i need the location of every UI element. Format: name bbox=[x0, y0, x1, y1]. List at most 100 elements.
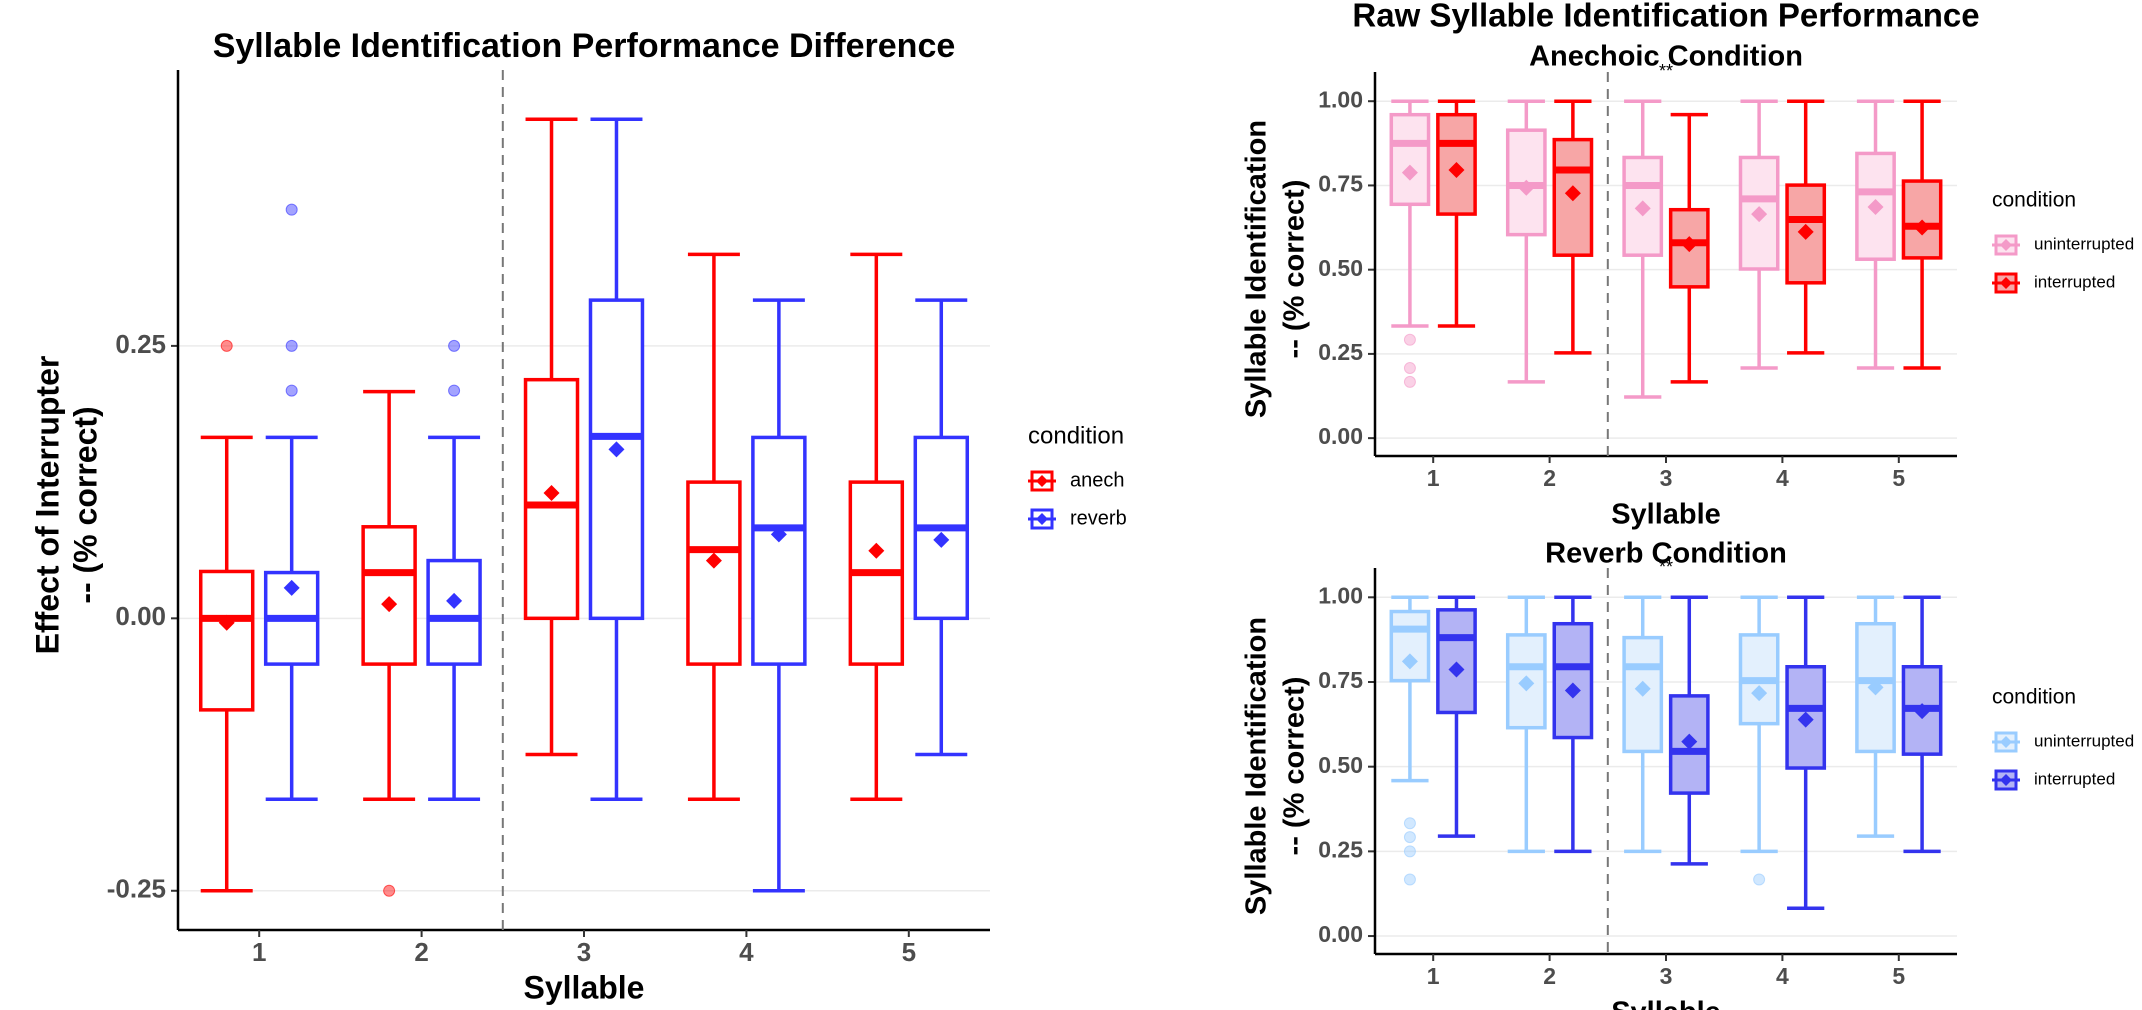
box bbox=[1552, 621, 1594, 740]
outlier bbox=[285, 384, 298, 397]
mean-marker bbox=[705, 552, 722, 569]
mean-marker bbox=[1401, 653, 1418, 670]
y-tick-label: 0.25 bbox=[115, 329, 166, 359]
legend-title: condition bbox=[1992, 189, 2076, 212]
legend-label: interrupted bbox=[2034, 272, 2115, 291]
mean-marker bbox=[1681, 733, 1698, 750]
x-axis-label: Syllable bbox=[524, 969, 645, 1005]
outlier bbox=[1403, 831, 1416, 844]
legend-title: condition bbox=[1028, 422, 1124, 449]
outlier bbox=[220, 339, 233, 352]
mean-marker bbox=[608, 441, 625, 458]
box bbox=[198, 569, 255, 712]
legend-swatch-mean bbox=[2000, 736, 2012, 748]
outlier bbox=[1403, 845, 1416, 858]
legend-swatch-mean bbox=[1036, 513, 1048, 525]
mean-marker bbox=[933, 531, 950, 548]
legend-label: reverb bbox=[1070, 507, 1127, 529]
mean-marker bbox=[381, 596, 398, 613]
mean-marker bbox=[1634, 680, 1651, 697]
mean-marker bbox=[1681, 236, 1698, 253]
outlier bbox=[1753, 873, 1766, 886]
legend-label: uninterrupted bbox=[2034, 234, 2134, 253]
y-axis-label: Effect of Interrupter bbox=[29, 356, 65, 655]
x-axis-label: Syllable bbox=[1611, 499, 1721, 531]
box bbox=[588, 298, 645, 621]
mean-marker bbox=[1751, 685, 1768, 702]
mean-marker bbox=[1448, 661, 1465, 678]
mean-marker bbox=[218, 614, 235, 631]
mean-marker bbox=[1867, 679, 1884, 696]
chart-title: Reverb Condition bbox=[1545, 538, 1787, 570]
chart-title: Anechoic Condition bbox=[1529, 41, 1803, 73]
x-tick-label: 1 bbox=[1427, 465, 1440, 491]
y-axis-label: -- (% correct) bbox=[1279, 180, 1311, 359]
x-tick-label: 5 bbox=[1892, 963, 1905, 989]
y-tick-label: 0.00 bbox=[1318, 423, 1363, 449]
mean-marker bbox=[1797, 223, 1814, 240]
y-tick-label: 1.00 bbox=[1318, 582, 1363, 608]
outlier bbox=[285, 339, 298, 352]
box bbox=[1622, 635, 1664, 754]
legend-swatch-mean bbox=[2000, 277, 2012, 289]
y-tick-label: 0.00 bbox=[115, 601, 166, 631]
box bbox=[1855, 151, 1896, 261]
x-tick-label: 4 bbox=[1776, 963, 1789, 989]
mean-marker bbox=[1867, 199, 1884, 216]
mean-marker bbox=[1797, 711, 1814, 728]
y-tick-label: 0.50 bbox=[1318, 255, 1363, 281]
x-tick-label: 1 bbox=[252, 937, 266, 967]
legend-label: interrupted bbox=[2034, 769, 2115, 788]
box bbox=[1436, 608, 1477, 715]
x-tick-label: 1 bbox=[1427, 963, 1440, 989]
x-tick-label: 5 bbox=[902, 937, 916, 967]
x-tick-label: 3 bbox=[577, 937, 591, 967]
mean-marker bbox=[1518, 675, 1535, 692]
box bbox=[1389, 112, 1431, 207]
x-tick-label: 2 bbox=[1543, 465, 1556, 491]
legend-swatch-mean bbox=[1036, 475, 1048, 487]
x-tick-label: 2 bbox=[414, 937, 428, 967]
mean-marker bbox=[1448, 161, 1465, 178]
mean-marker bbox=[1518, 179, 1535, 196]
mean-marker bbox=[1401, 164, 1418, 181]
legend-label: anech bbox=[1070, 469, 1125, 491]
legend-label: uninterrupted bbox=[2034, 731, 2134, 750]
y-tick-label: -0.25 bbox=[107, 874, 166, 904]
x-tick-label: 5 bbox=[1892, 465, 1905, 491]
mean-marker bbox=[868, 542, 885, 559]
y-tick-label: 0.25 bbox=[1318, 339, 1363, 365]
y-tick-label: 0.50 bbox=[1318, 752, 1363, 778]
outlier bbox=[1403, 873, 1416, 886]
legend-swatch-mean bbox=[2000, 774, 2012, 786]
x-tick-label: 3 bbox=[1660, 963, 1673, 989]
box bbox=[426, 558, 482, 666]
annotation: ** bbox=[1659, 557, 1673, 577]
outlier bbox=[285, 203, 298, 216]
mean-marker bbox=[1914, 219, 1931, 236]
outlier bbox=[1403, 375, 1416, 388]
y-tick-label: 0.75 bbox=[1318, 667, 1363, 693]
outlier bbox=[1403, 333, 1416, 346]
legend-title: condition bbox=[1992, 686, 2076, 709]
legend-swatch-mean bbox=[2000, 239, 2012, 251]
outlier bbox=[1403, 817, 1416, 830]
figure-title: Raw Syllable Identification Performance bbox=[1352, 0, 1979, 34]
mean-marker bbox=[1564, 185, 1581, 202]
chart-title: Syllable Identification Performance Diff… bbox=[213, 27, 956, 65]
mean-marker bbox=[1751, 206, 1768, 223]
mean-marker bbox=[446, 592, 463, 609]
outlier bbox=[448, 384, 461, 397]
annotation: ** bbox=[1659, 61, 1673, 81]
y-tick-label: 0.75 bbox=[1318, 171, 1363, 197]
box bbox=[686, 480, 742, 666]
box bbox=[1901, 179, 1943, 260]
box bbox=[361, 525, 417, 666]
x-tick-label: 4 bbox=[739, 937, 754, 967]
x-tick-label: 2 bbox=[1543, 963, 1556, 989]
outlier bbox=[1403, 362, 1416, 375]
y-tick-label: 0.00 bbox=[1318, 921, 1363, 947]
outlier bbox=[448, 339, 461, 352]
